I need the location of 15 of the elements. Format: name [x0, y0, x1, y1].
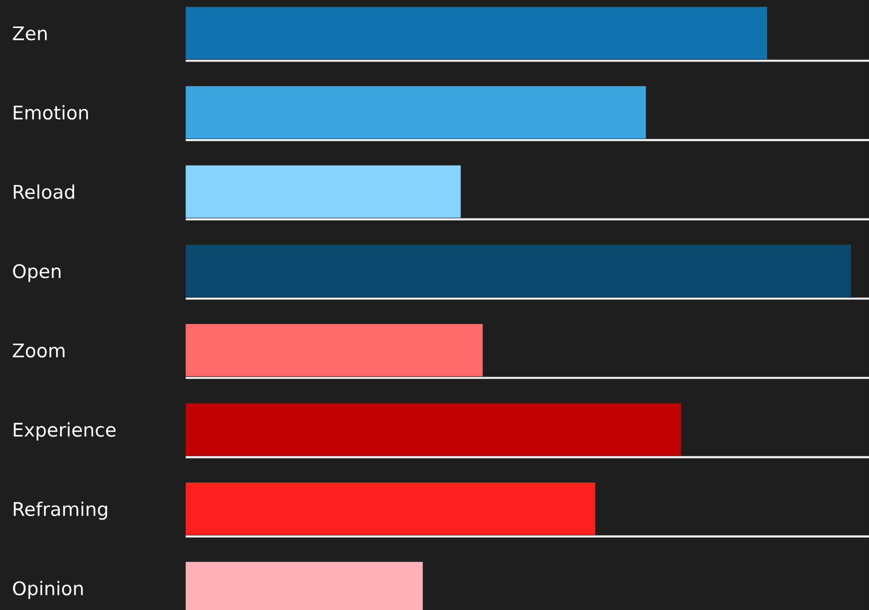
y-tick-label: Experience [14, 422, 116, 440]
bar [185, 6, 768, 60]
bar [185, 86, 646, 138]
y-tick-label: Reload [14, 184, 74, 199]
y-tick-label: Zoom [12, 344, 64, 358]
bar [185, 244, 852, 298]
bar [185, 482, 596, 535]
bar [185, 324, 483, 376]
bar [185, 403, 682, 456]
y-tick-label: Zen [12, 26, 47, 40]
y-tick-label: Reframing [14, 502, 108, 520]
bar [185, 165, 461, 218]
y-tick-label: Emotion [14, 105, 88, 120]
y-tick-label: Open [13, 264, 60, 282]
y-tick-label: Opinion [13, 580, 83, 600]
